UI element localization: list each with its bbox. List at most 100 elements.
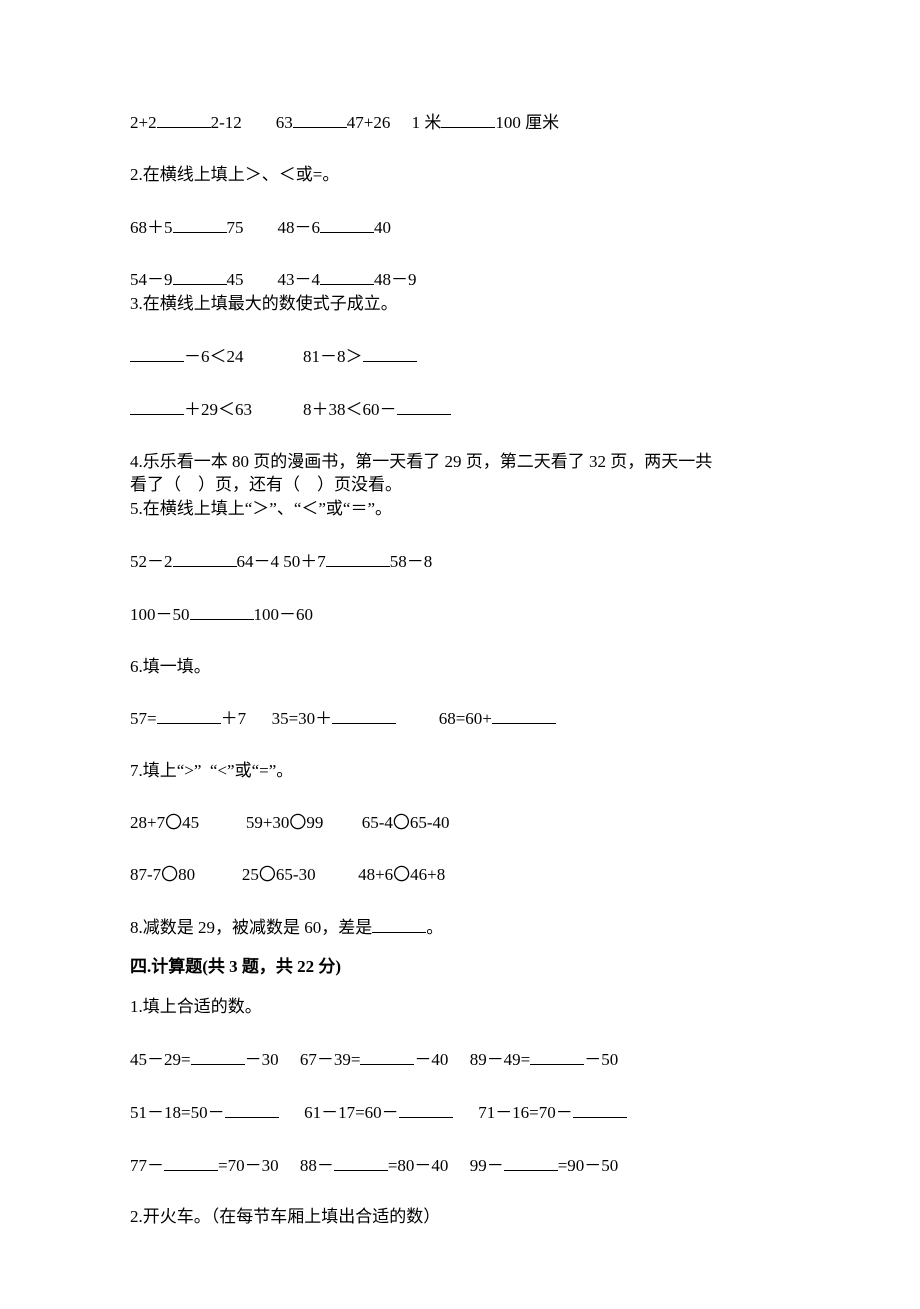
c1-r1-c-l: 89－49= [470, 1050, 531, 1069]
q3-row2: ＋29＜63 8＋38＜60－ [130, 397, 790, 422]
blank[interactable] [157, 706, 221, 724]
c1-r3-a-r: =70－30 [218, 1156, 279, 1175]
blank[interactable] [190, 602, 254, 620]
q5-r1-a-left: 52－2 [130, 552, 173, 571]
c1-r3-a-l: 77－ [130, 1156, 164, 1175]
blank[interactable] [130, 397, 184, 415]
q5-row2: 100－50 100－60 [130, 602, 790, 627]
q1-a-right: 2-12 [211, 113, 242, 132]
q6-a-left: 57= [130, 709, 157, 728]
q8-left: 8.减数是 29，被减数是 60，差是 [130, 918, 372, 937]
calc2-title: 2.开火车。（在每节车厢上填出合适的数） [130, 1205, 790, 1229]
q1-b-left: 63 [276, 113, 293, 132]
blank[interactable] [530, 1047, 584, 1065]
q8-right: 。 [426, 918, 443, 937]
blank[interactable] [441, 110, 495, 128]
c1-r2-a-l: 51－18=50－ [130, 1103, 225, 1122]
q4-line2: 看了（ ）页，还有（ ）页没看。 [130, 473, 790, 497]
q2-r2-a-left: 54－9 [130, 270, 173, 289]
blank[interactable] [397, 397, 451, 415]
q7-r2-a: 87-7〇80 [130, 865, 195, 884]
c1-r2-c-l: 71－16=70－ [478, 1103, 573, 1122]
q2-r2-b-left: 43－4 [278, 270, 321, 289]
q7-r2-c: 48+6〇46+8 [358, 865, 445, 884]
calc1-title: 1.填上合适的数。 [130, 995, 790, 1019]
q5-r2-left: 100－50 [130, 605, 190, 624]
q7-row2: 87-7〇80 25〇65-30 48+6〇46+8 [130, 863, 790, 887]
q1-c-right: 100 厘米 [495, 113, 559, 132]
c1-r1-b-r: －40 [414, 1050, 448, 1069]
blank[interactable] [363, 344, 417, 362]
blank[interactable] [326, 549, 390, 567]
blank[interactable] [164, 1153, 218, 1171]
q6-b-left: 35=30＋ [272, 709, 333, 728]
blank[interactable] [173, 549, 237, 567]
q7-r1-c: 65-4〇65-40 [362, 813, 450, 832]
blank[interactable] [130, 344, 184, 362]
q7-row1: 28+7〇45 59+30〇99 65-4〇65-40 [130, 811, 790, 835]
c1-r3-c-l: 99－ [470, 1156, 504, 1175]
c1-r1-a-r: －30 [245, 1050, 279, 1069]
blank[interactable] [399, 1100, 453, 1118]
blank[interactable] [157, 110, 211, 128]
worksheet-page: 2+2 2-12 63 47+26 1 米 100 厘米 2.在横线上填上＞、＜或=。… [0, 0, 920, 1309]
q3-r2-b-left: 8＋38＜60－ [303, 400, 397, 419]
blank[interactable] [492, 706, 556, 724]
blank[interactable] [332, 706, 396, 724]
calc1-row2: 51－18=50－ 61－17=60－ 71－16=70－ [130, 1100, 790, 1125]
q7-title: 7.填上“>” “<”或“=”。 [130, 759, 790, 783]
blank[interactable] [173, 215, 227, 233]
blank[interactable] [360, 1047, 414, 1065]
q1-row: 2+2 2-12 63 47+26 1 米 100 厘米 [130, 110, 790, 135]
c1-r1-a-l: 45－29= [130, 1050, 191, 1069]
q6-a-right: ＋7 [221, 709, 247, 728]
q5-r1-b-left: 50＋7 [279, 552, 326, 571]
blank[interactable] [191, 1047, 245, 1065]
q2-r1-a-left: 68＋5 [130, 218, 173, 237]
q7-r1-a: 28+7〇45 [130, 813, 199, 832]
q2-r2-a-right: 45 [227, 270, 244, 289]
blank[interactable] [334, 1153, 388, 1171]
q5-title: 5.在横线上填上“＞”、“＜”或“＝”。 [130, 497, 790, 521]
q3-r1-a-right: －6＜24 [184, 347, 244, 366]
blank[interactable] [504, 1153, 558, 1171]
q3-row1: －6＜24 81－8＞ [130, 344, 790, 369]
q6-row: 57=＋7 35=30＋ 68=60+ [130, 706, 790, 731]
q1-a-left: 2+2 [130, 113, 157, 132]
blank[interactable] [320, 215, 374, 233]
q5-r1-a-right: 64－4 [237, 552, 280, 571]
q2-r1-b-right: 40 [374, 218, 391, 237]
q5-r1-b-right: 58－8 [390, 552, 433, 571]
c1-r1-c-r: －50 [584, 1050, 618, 1069]
q3-r2-a-right: ＋29＜63 [184, 400, 252, 419]
calc1-row1: 45－29= －30 67－39= －40 89－49= －50 [130, 1047, 790, 1072]
q2-r1-a-right: 75 [227, 218, 244, 237]
blank[interactable] [173, 267, 227, 285]
blank[interactable] [320, 267, 374, 285]
q7-r2-b: 25〇65-30 [242, 865, 316, 884]
c1-r3-b-r: =80－40 [388, 1156, 449, 1175]
blank[interactable] [573, 1100, 627, 1118]
q2-title: 2.在横线上填上＞、＜或=。 [130, 163, 790, 187]
blank[interactable] [225, 1100, 279, 1118]
q5-row1: 52－2 64－4 50＋7 58－8 [130, 549, 790, 574]
q1-b-right: 47+26 [347, 113, 391, 132]
q2-row2: 54－9 45 43－4 48－9 [130, 267, 790, 292]
section4-heading: 四.计算题(共 3 题，共 22 分) [130, 955, 790, 979]
calc1-row3: 77－ =70－30 88－ =80－40 99－ =90－50 [130, 1153, 790, 1178]
c1-r2-b-l: 61－17=60－ [304, 1103, 399, 1122]
q4-line1: 4.乐乐看一本 80 页的漫画书，第一天看了 29 页，第二天看了 32 页，两… [130, 450, 790, 474]
q3-r1-b: 81－8＞ [303, 347, 363, 366]
q2-r2-b-right: 48－9 [374, 270, 417, 289]
q2-r1-b-left: 48－6 [278, 218, 321, 237]
c1-r1-b-l: 67－39= [300, 1050, 361, 1069]
q1-c-left: 1 米 [412, 113, 442, 132]
q3-title: 3.在横线上填最大的数使式子成立。 [130, 292, 790, 316]
q6-title: 6.填一填。 [130, 655, 790, 679]
c1-r3-c-r: =90－50 [558, 1156, 619, 1175]
q5-r2-right: 100－60 [254, 605, 314, 624]
c1-r3-b-l: 88－ [300, 1156, 334, 1175]
q2-row1: 68＋5 75 48－6 40 [130, 215, 790, 240]
blank[interactable] [293, 110, 347, 128]
blank[interactable] [372, 915, 426, 933]
